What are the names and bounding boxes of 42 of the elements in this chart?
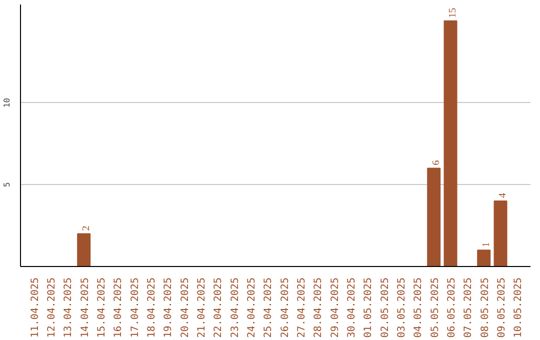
bar [427,168,441,266]
x-tick-label: 05.05.2025 [430,277,441,338]
x-tick-label: 04.05.2025 [413,277,424,338]
x-tick-label: 02.05.2025 [380,277,391,338]
x-tick-label: 23.04.2025 [230,277,241,338]
x-tick-label: 27.04.2025 [296,277,308,338]
x-tick-label: 20.04.2025 [180,277,191,338]
bar [77,233,91,266]
x-tick-label: 21.04.2025 [196,277,208,338]
x-tick-label: 09.05.2025 [496,277,508,338]
x-tick-label: 14.04.2025 [80,277,91,338]
data-label: 6 [430,160,442,166]
x-tick-label: 13.04.2025 [63,277,74,338]
x-tick-label: 15.04.2025 [96,277,108,338]
x-tick-label: 18.04.2025 [146,277,158,338]
x-tick-label: 19.04.2025 [163,277,174,338]
data-label: 1 [480,242,492,248]
x-tick-label: 30.04.2025 [346,277,358,338]
x-tick-label: 25.04.2025 [263,277,274,338]
x-tick-label: 10.05.2025 [513,277,524,338]
x-tick-label: 07.05.2025 [463,277,474,338]
x-tick-label: 12.04.2025 [46,277,58,338]
x-tick-label: 08.05.2025 [480,277,491,338]
x-tick-label: 06.05.2025 [446,277,458,338]
x-tick-label: 28.04.2025 [313,277,324,338]
x-tick-label: 22.04.2025 [213,277,224,338]
bar [444,20,458,266]
x-tick-label: 26.04.2025 [280,277,291,338]
x-tick-label: 01.05.2025 [363,277,374,338]
x-tick-label: 16.04.2025 [113,277,124,338]
x-tick-label: 03.05.2025 [396,277,408,338]
data-label: 15 [448,8,458,18]
bar [477,250,491,266]
y-tick-label: 10 [2,98,12,108]
x-tick-label: 24.04.2025 [246,277,258,338]
x-tick-label: 29.04.2025 [330,277,341,338]
x-tick-label: 11.04.2025 [30,277,41,338]
y-tick-label: 5 [2,182,12,188]
data-label: 4 [498,193,508,198]
x-tick-label: 17.04.2025 [130,277,141,338]
data-label: 2 [80,226,92,231]
bar [494,200,508,266]
